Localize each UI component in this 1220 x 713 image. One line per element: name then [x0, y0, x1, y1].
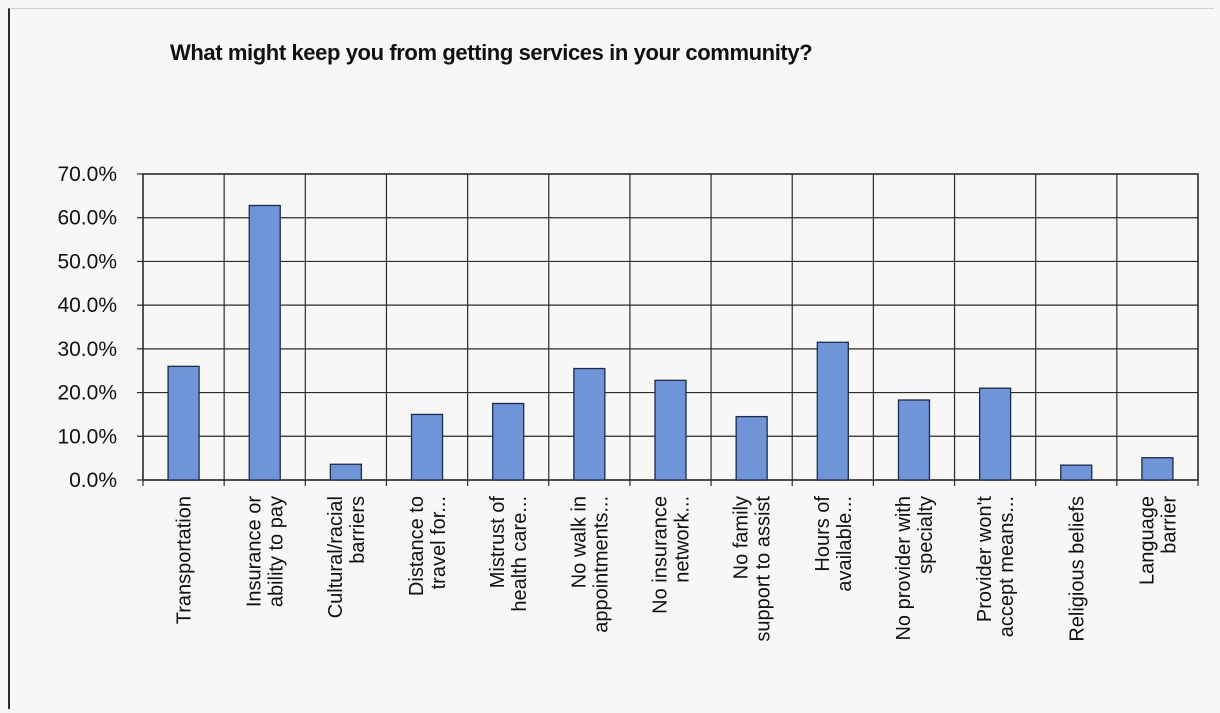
x-category-label: barriers: [347, 496, 369, 564]
x-category-label: travel for...: [428, 496, 450, 589]
bar: [735, 415, 768, 481]
x-category-label: Cultural/racial: [325, 496, 347, 618]
x-category-label: network...: [672, 496, 694, 583]
bar: [329, 463, 363, 481]
y-tick-label: 40.0%: [57, 294, 117, 317]
x-category-label: No insurance: [650, 496, 672, 614]
bar: [1060, 464, 1093, 481]
y-tick-label: 70.0%: [57, 163, 117, 186]
x-category-label: Language: [1136, 496, 1158, 585]
x-category-label: Transportation: [174, 496, 196, 624]
bar: [1141, 457, 1174, 481]
bar: [816, 341, 849, 481]
x-category-label: accept means...: [996, 496, 1018, 637]
bar: [410, 413, 444, 481]
bar: [248, 204, 281, 481]
x-category-label: specialty: [915, 496, 937, 574]
y-tick-label: 50.0%: [57, 250, 117, 273]
x-category-label: Hours of: [812, 496, 834, 572]
bar: [978, 387, 1012, 481]
x-category-label: ability to pay: [266, 496, 288, 607]
bar: [654, 379, 687, 481]
chart-border: [8, 8, 1214, 709]
x-category-label: No walk in: [568, 496, 590, 588]
x-category-label: Mistrust of: [487, 496, 509, 589]
x-category-label: barrier: [1158, 496, 1180, 554]
x-category-label: No provider with: [893, 496, 915, 641]
chart-title: What might keep you from getting service…: [170, 40, 813, 65]
bar: [492, 402, 525, 481]
y-tick-label: 30.0%: [57, 338, 117, 361]
x-category-label: Distance to: [406, 496, 428, 596]
x-category-label: support to assist: [753, 496, 775, 642]
bar: [167, 365, 200, 481]
y-tick-label: 10.0%: [57, 425, 117, 448]
x-category-label: available...: [834, 496, 856, 592]
y-tick-label: 0.0%: [69, 469, 117, 492]
y-tick-label: 60.0%: [57, 207, 117, 230]
bar: [897, 399, 931, 481]
y-tick-label: 20.0%: [57, 382, 117, 405]
x-category-label: Provider won't: [974, 496, 996, 623]
x-category-label: health care...: [509, 496, 531, 612]
x-category-label: No family: [731, 496, 753, 579]
x-category-label: Insurance or: [244, 496, 266, 608]
x-category-label: appointments...: [590, 496, 612, 633]
x-category-label: Religious beliefs: [1066, 496, 1088, 642]
bar: [573, 367, 606, 481]
